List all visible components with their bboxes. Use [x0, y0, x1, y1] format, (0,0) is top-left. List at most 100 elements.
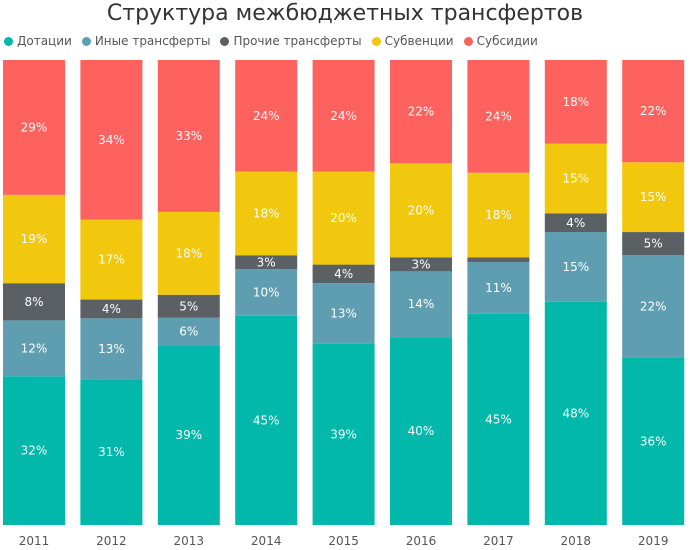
- bar-segment[interactable]: [312, 60, 375, 172]
- data-label: 15%: [562, 260, 589, 274]
- bar-segment[interactable]: [235, 269, 298, 316]
- data-label: 14%: [408, 297, 435, 311]
- bar-segment[interactable]: [467, 172, 530, 258]
- data-label: 18%: [485, 208, 512, 222]
- data-label: 18%: [175, 246, 202, 260]
- data-label: 20%: [330, 211, 357, 225]
- bar-segment[interactable]: [235, 315, 298, 525]
- data-label: 48%: [562, 406, 589, 420]
- data-label: 36%: [640, 434, 667, 448]
- bar-segment[interactable]: [80, 379, 143, 525]
- data-label: 4%: [334, 267, 353, 281]
- data-label: 24%: [485, 109, 512, 123]
- data-label: 34%: [98, 133, 125, 147]
- legend-swatch: [220, 36, 230, 46]
- legend-label: Иные трансферты: [94, 34, 211, 48]
- bar-segment[interactable]: [3, 376, 65, 525]
- x-tick-label: 2018: [561, 534, 592, 548]
- bar-segment[interactable]: [312, 171, 375, 265]
- bar-segment[interactable]: [312, 283, 375, 344]
- data-label: 20%: [408, 203, 435, 217]
- bar-segment[interactable]: [467, 60, 530, 173]
- bar-segment[interactable]: [622, 357, 685, 525]
- bar-segment[interactable]: [544, 143, 607, 214]
- bar-segment[interactable]: [467, 261, 530, 314]
- data-label: 4%: [102, 302, 121, 316]
- bar-segment[interactable]: [235, 60, 298, 172]
- data-label: 33%: [175, 129, 202, 143]
- bar-segment[interactable]: [157, 211, 220, 295]
- bar-segment[interactable]: [622, 232, 685, 256]
- data-label: 18%: [562, 95, 589, 109]
- legend-label: Субсидии: [476, 34, 538, 48]
- data-label: 10%: [253, 286, 280, 300]
- legend-item[interactable]: Дотации: [4, 34, 72, 48]
- legend-swatch: [371, 36, 381, 46]
- data-label: 29%: [21, 120, 48, 134]
- bar-segment[interactable]: [80, 299, 143, 319]
- bar-segment[interactable]: [467, 257, 530, 262]
- legend-item[interactable]: Субвенции: [371, 34, 454, 48]
- bar-segment[interactable]: [3, 60, 65, 195]
- bar-segment[interactable]: [390, 337, 452, 525]
- bar-segment[interactable]: [622, 60, 685, 163]
- bar-segment[interactable]: [390, 163, 452, 258]
- bar-segment[interactable]: [467, 313, 530, 525]
- bar-segment[interactable]: [235, 171, 298, 256]
- legend-item[interactable]: Прочие трансферты: [220, 34, 362, 48]
- chart-title: Структура межбюджетных трансфертов: [106, 1, 584, 26]
- data-label: 15%: [562, 172, 589, 186]
- bar-segment[interactable]: [157, 317, 220, 346]
- data-label: 31%: [98, 445, 125, 459]
- legend: Дотации Иные трансферты Прочие трансферты С…: [4, 32, 548, 50]
- legend-label: Субвенции: [384, 34, 454, 48]
- bar-segment[interactable]: [312, 343, 375, 525]
- bar-segment[interactable]: [80, 219, 143, 300]
- bar-segment[interactable]: [3, 320, 65, 377]
- data-label: 39%: [330, 427, 357, 441]
- data-label: 19%: [21, 232, 48, 246]
- data-label: 5%: [644, 237, 663, 251]
- data-label: 17%: [98, 253, 125, 267]
- bar-segment[interactable]: [312, 264, 375, 284]
- bar-segment[interactable]: [157, 345, 220, 525]
- data-label: 40%: [408, 424, 435, 438]
- x-tick-label: 2016: [406, 534, 437, 548]
- bar-segment[interactable]: [390, 271, 452, 338]
- legend-item[interactable]: Субсидии: [463, 34, 538, 48]
- x-tick-label: 2013: [174, 534, 205, 548]
- bar-segment[interactable]: [544, 301, 607, 525]
- legend-label: Прочие трансферты: [233, 34, 362, 48]
- bar-segment[interactable]: [544, 213, 607, 233]
- bar-segment[interactable]: [390, 257, 452, 272]
- bar-segment[interactable]: [3, 194, 65, 284]
- data-label: 18%: [253, 206, 280, 220]
- data-label: 45%: [253, 413, 280, 427]
- legend-item[interactable]: Иные трансферты: [81, 34, 211, 48]
- data-label: 22%: [640, 104, 667, 118]
- bar-segment[interactable]: [157, 60, 220, 212]
- bar-segment[interactable]: [622, 255, 685, 358]
- legend-label: Дотации: [17, 34, 72, 48]
- bar-segment[interactable]: [390, 60, 452, 164]
- bar-segment[interactable]: [157, 294, 220, 318]
- bar-segment[interactable]: [544, 60, 607, 144]
- data-label: 5%: [179, 299, 198, 313]
- legend-swatch: [81, 36, 91, 46]
- bar-segment[interactable]: [235, 255, 298, 270]
- bar-segment[interactable]: [544, 232, 607, 302]
- data-label: 24%: [330, 109, 357, 123]
- bar-segment[interactable]: [622, 162, 685, 233]
- data-label: 3%: [257, 255, 276, 269]
- data-label: 39%: [175, 428, 202, 442]
- x-tick-label: 2014: [251, 534, 282, 548]
- bar-segment[interactable]: [3, 283, 65, 321]
- bar-segment[interactable]: [80, 318, 143, 380]
- data-label: 24%: [253, 109, 280, 123]
- x-tick-label: 2012: [96, 534, 127, 548]
- data-label: 6%: [179, 325, 198, 339]
- bar-segment[interactable]: [80, 60, 143, 220]
- data-label: 8%: [24, 295, 43, 309]
- x-tick-label: 2019: [638, 534, 669, 548]
- data-label: 13%: [98, 342, 125, 356]
